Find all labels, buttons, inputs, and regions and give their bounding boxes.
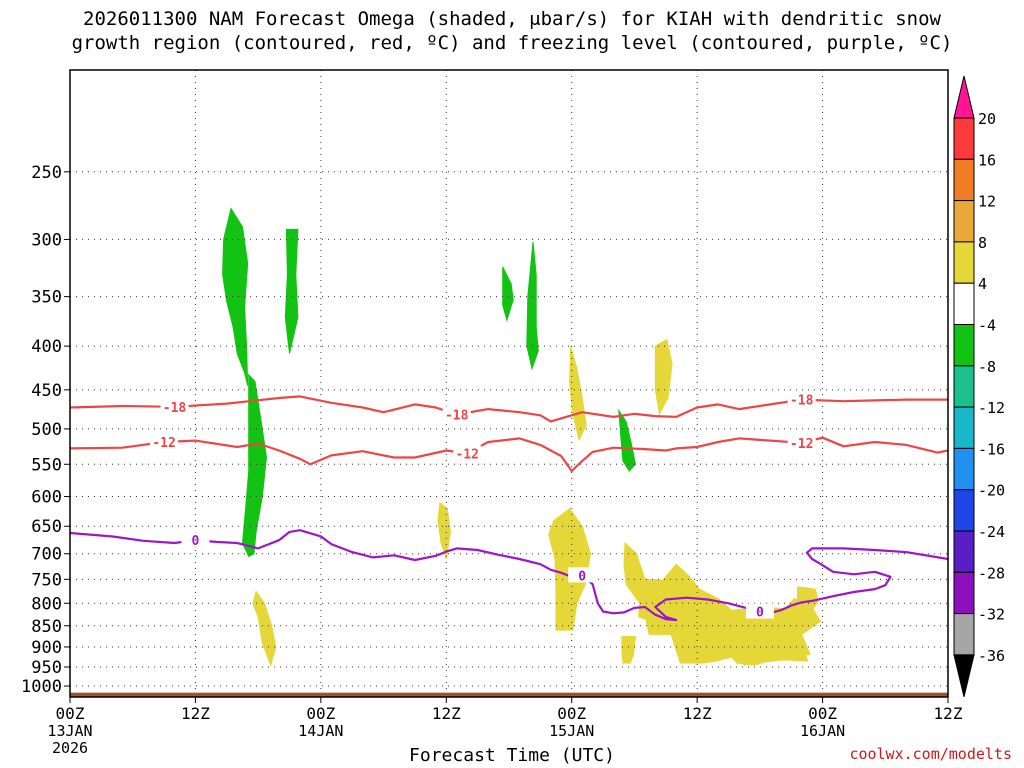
ytick-label-300: 300 <box>31 230 62 250</box>
omega-region-3 <box>502 266 514 322</box>
ytick-label-500: 500 <box>31 420 62 440</box>
xtick-year-0: 2026 <box>52 739 88 757</box>
omega-region-11 <box>623 541 822 666</box>
colorbar-swatch-11 <box>953 530 975 573</box>
contour-label-bg-1-1 <box>453 445 482 461</box>
contour-label-bg-0-1 <box>442 406 471 422</box>
xtick-label-24: 00Z <box>306 704 335 723</box>
ytick-label-550: 550 <box>31 455 62 475</box>
colorbar-swatch-2 <box>953 158 975 202</box>
ytick-label-900: 900 <box>31 638 62 658</box>
colorbar-label-10: -24 <box>978 523 1005 541</box>
ytick-label-450: 450 <box>31 381 62 401</box>
colorbar-top-triangle <box>953 75 975 119</box>
contour-label-bg-1-2 <box>787 434 816 450</box>
colorbar-swatch-12 <box>953 571 975 615</box>
colorbar-label-11: -28 <box>978 564 1005 582</box>
xtick-date-72: 16JAN <box>800 722 845 740</box>
ytick-label-850: 850 <box>31 617 62 637</box>
colorbar-bottom-triangle <box>953 654 975 698</box>
colorbar-label-6: -8 <box>978 358 996 376</box>
omega-region-1 <box>284 228 299 354</box>
omega-region-8 <box>437 501 452 560</box>
contour-label-2-1: 0 <box>578 569 586 584</box>
colorbar-label-4: 4 <box>978 275 987 293</box>
omega-region-0 <box>222 207 249 386</box>
chart-title-line2: growth region (contoured, red, ºC) and f… <box>71 32 953 54</box>
omega-region-12 <box>621 636 637 664</box>
colorbar-swatch-13 <box>953 613 975 656</box>
xtick-label-84: 12Z <box>934 704 963 723</box>
contour-label-bg-2-2 <box>745 603 774 619</box>
colorbar-swatch-8 <box>953 406 975 449</box>
xtick-date-48: 15JAN <box>549 722 594 740</box>
xtick-label-36: 12Z <box>432 704 461 723</box>
contour-1 <box>69 436 949 473</box>
colorbar-label-1: 16 <box>978 151 996 169</box>
contour-label-1-0: -12 <box>152 436 175 451</box>
xtick-label-60: 12Z <box>683 704 712 723</box>
contour-label-bg-0-2 <box>787 391 816 407</box>
colorbar-swatch-6 <box>953 324 975 367</box>
ytick-label-750: 750 <box>31 570 62 590</box>
contour-0 <box>69 395 948 423</box>
contour-label-bg-1-0 <box>150 434 179 450</box>
omega-region-7 <box>654 338 673 416</box>
colorbar-swatch-4 <box>953 241 975 284</box>
contour-label-2-2: 0 <box>756 606 764 621</box>
colorbar-swatch-10 <box>953 489 975 532</box>
omega-region-4 <box>526 241 539 371</box>
credit-text[interactable]: coolwx.com/modelts <box>849 745 1012 763</box>
contour-2 <box>69 529 949 622</box>
colorbar-label-9: -20 <box>978 482 1005 500</box>
colorbar-label-3: 8 <box>978 234 987 252</box>
colorbar-label-5: -4 <box>978 317 996 335</box>
contour-label-bg-2-1 <box>568 567 597 583</box>
colorbar-label-13: -36 <box>978 647 1005 665</box>
contour-label-0-2: -18 <box>790 394 814 409</box>
contour-label-2-0: 0 <box>192 534 200 549</box>
omega-region-6 <box>569 345 587 442</box>
ytick-label-250: 250 <box>31 163 62 183</box>
contour-label-bg-0-0 <box>160 398 189 414</box>
colorbar-swatch-1 <box>953 117 975 160</box>
ytick-label-950: 950 <box>31 658 62 678</box>
colorbar-swatch-3 <box>953 200 975 243</box>
omega-region-13 <box>797 586 819 613</box>
colorbar-label-2: 12 <box>978 193 996 211</box>
contour-label-1-2: -12 <box>790 437 813 452</box>
omega-region-10 <box>252 590 277 667</box>
x-axis-label: Forecast Time (UTC) <box>409 745 615 766</box>
ytick-label-1000: 1000 <box>21 677 62 697</box>
contour-label-bg-2-0 <box>181 532 210 548</box>
contour-label-0-1: -18 <box>445 409 469 424</box>
colorbar-label-7: -12 <box>978 399 1005 417</box>
chart-title-line1: 2026011300 NAM Forecast Omega (shaded, μ… <box>83 8 941 30</box>
colorbar-label-12: -32 <box>978 606 1005 624</box>
xtick-date-0: 13JAN <box>47 722 92 740</box>
xtick-label-48: 00Z <box>557 704 586 723</box>
ytick-label-700: 700 <box>31 545 62 565</box>
xtick-label-12: 12Z <box>181 704 210 723</box>
xtick-label-72: 00Z <box>808 704 837 723</box>
contour-label-0-0: -18 <box>163 401 187 416</box>
plot-frame <box>69 69 949 698</box>
ytick-label-800: 800 <box>31 594 62 614</box>
xtick-label-0: 00Z <box>56 704 85 723</box>
contour-label-1-1: -12 <box>455 447 478 462</box>
ground-strip <box>70 692 948 697</box>
colorbar-label-8: -16 <box>978 440 1005 458</box>
omega-region-5 <box>618 408 637 472</box>
ytick-label-600: 600 <box>31 488 62 508</box>
xtick-date-24: 14JAN <box>298 722 343 740</box>
colorbar-swatch-5 <box>953 282 975 326</box>
colorbar-swatch-9 <box>953 447 975 491</box>
ytick-label-650: 650 <box>31 517 62 537</box>
ytick-label-350: 350 <box>31 288 62 308</box>
omega-region-14 <box>742 646 809 666</box>
colorbar-label-0: 20 <box>978 110 996 128</box>
ytick-label-400: 400 <box>31 337 62 357</box>
colorbar-swatch-7 <box>953 365 975 408</box>
